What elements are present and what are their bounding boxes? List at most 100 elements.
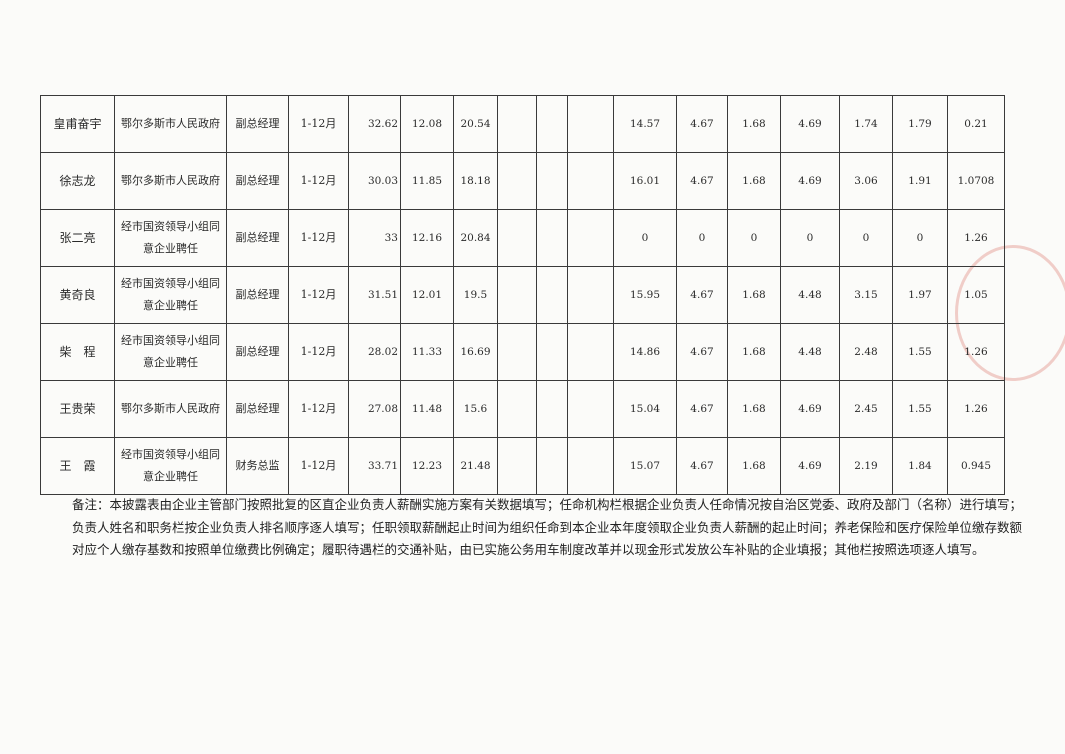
- value-cell: 15.95: [613, 266, 677, 324]
- value-cell: 1.91: [892, 152, 948, 210]
- table-row: 王贵荣 鄂尔多斯市人民政府 副总经理 1-12月 27.08 11.48 15.6 15.04…: [40, 380, 1005, 438]
- period-cell: 1-12月: [288, 323, 349, 381]
- value-cell: 20.54: [453, 95, 498, 153]
- value-cell: 12.23: [400, 437, 454, 495]
- value-cell: 1.26: [947, 209, 1005, 267]
- value-cell: 1.26: [947, 380, 1005, 438]
- value-cell: 28.02: [348, 323, 401, 381]
- value-cell: 2.45: [839, 380, 893, 438]
- value-cell: [567, 266, 614, 324]
- value-cell: 0: [613, 209, 677, 267]
- value-cell: 33.71: [348, 437, 401, 495]
- value-cell: 15.6: [453, 380, 498, 438]
- table-row: 徐志龙 鄂尔多斯市人民政府 副总经理 1-12月 30.03 11.85 18.18 16.0…: [40, 152, 1005, 210]
- value-cell: 1.26: [947, 323, 1005, 381]
- value-cell: 32.62: [348, 95, 401, 153]
- value-cell: 4.67: [676, 152, 728, 210]
- value-cell: 4.67: [676, 266, 728, 324]
- period-cell: 1-12月: [288, 152, 349, 210]
- appointing-body-cell: 鄂尔多斯市人民政府: [114, 152, 227, 210]
- value-cell: 0: [676, 209, 728, 267]
- value-cell: 3.15: [839, 266, 893, 324]
- appointing-body-cell: 经市国资领导小组同意企业聘任: [114, 323, 227, 381]
- value-cell: 0: [839, 209, 893, 267]
- value-cell: [567, 380, 614, 438]
- name-cell: 柴 程: [40, 323, 115, 381]
- value-cell: 14.57: [613, 95, 677, 153]
- name-cell: 徐志龙: [40, 152, 115, 210]
- value-cell: [567, 95, 614, 153]
- value-cell: [536, 152, 568, 210]
- value-cell: 16.01: [613, 152, 677, 210]
- value-cell: 11.33: [400, 323, 454, 381]
- period-cell: 1-12月: [288, 209, 349, 267]
- position-cell: 副总经理: [226, 209, 289, 267]
- value-cell: 16.69: [453, 323, 498, 381]
- value-cell: 0: [780, 209, 840, 267]
- period-cell: 1-12月: [288, 380, 349, 438]
- value-cell: 4.67: [676, 437, 728, 495]
- value-cell: 4.67: [676, 95, 728, 153]
- table-body: 皇甫奋宇 鄂尔多斯市人民政府 副总经理 1-12月 32.62 12.08 20.54 14.…: [40, 95, 1005, 495]
- period-cell: 1-12月: [288, 95, 349, 153]
- value-cell: 31.51: [348, 266, 401, 324]
- value-cell: 12.01: [400, 266, 454, 324]
- value-cell: 1.0708: [947, 152, 1005, 210]
- value-cell: 18.18: [453, 152, 498, 210]
- appointing-body-cell: 鄂尔多斯市人民政府: [114, 380, 227, 438]
- value-cell: 1.79: [892, 95, 948, 153]
- value-cell: 19.5: [453, 266, 498, 324]
- appointing-body-cell: 经市国资领导小组同意企业聘任: [114, 209, 227, 267]
- value-cell: 14.86: [613, 323, 677, 381]
- appointing-body-cell: 经市国资领导小组同意企业聘任: [114, 437, 227, 495]
- value-cell: 1.68: [727, 266, 781, 324]
- value-cell: 1.68: [727, 437, 781, 495]
- value-cell: 11.48: [400, 380, 454, 438]
- name-cell: 张二亮: [40, 209, 115, 267]
- value-cell: [567, 437, 614, 495]
- name-cell: 王 霞: [40, 437, 115, 495]
- value-cell: [497, 437, 537, 495]
- value-cell: 4.69: [780, 380, 840, 438]
- value-cell: 1.68: [727, 323, 781, 381]
- value-cell: 2.48: [839, 323, 893, 381]
- value-cell: 15.04: [613, 380, 677, 438]
- value-cell: [536, 323, 568, 381]
- value-cell: [497, 323, 537, 381]
- period-cell: 1-12月: [288, 437, 349, 495]
- value-cell: 20.84: [453, 209, 498, 267]
- table-row: 黄奇良 经市国资领导小组同意企业聘任 副总经理 1-12月 31.51 12.01 19.5…: [40, 266, 1005, 324]
- value-cell: 1.55: [892, 380, 948, 438]
- value-cell: 30.03: [348, 152, 401, 210]
- value-cell: 4.67: [676, 323, 728, 381]
- value-cell: 4.67: [676, 380, 728, 438]
- table-row: 皇甫奋宇 鄂尔多斯市人民政府 副总经理 1-12月 32.62 12.08 20.54 14.…: [40, 95, 1005, 153]
- value-cell: 1.68: [727, 380, 781, 438]
- appointing-body-cell: 经市国资领导小组同意企业聘任: [114, 266, 227, 324]
- value-cell: [536, 380, 568, 438]
- value-cell: [567, 209, 614, 267]
- value-cell: 0.21: [947, 95, 1005, 153]
- name-cell: 皇甫奋宇: [40, 95, 115, 153]
- value-cell: 4.69: [780, 95, 840, 153]
- value-cell: 21.48: [453, 437, 498, 495]
- position-cell: 副总经理: [226, 152, 289, 210]
- value-cell: 0: [892, 209, 948, 267]
- position-cell: 财务总监: [226, 437, 289, 495]
- value-cell: [567, 323, 614, 381]
- period-cell: 1-12月: [288, 266, 349, 324]
- value-cell: [536, 266, 568, 324]
- position-cell: 副总经理: [226, 323, 289, 381]
- table-row: 张二亮 经市国资领导小组同意企业聘任 副总经理 1-12月 33 12.16 20.84 0 0…: [40, 209, 1005, 267]
- value-cell: [536, 95, 568, 153]
- value-cell: 1.74: [839, 95, 893, 153]
- value-cell: 3.06: [839, 152, 893, 210]
- value-cell: 4.48: [780, 323, 840, 381]
- position-cell: 副总经理: [226, 266, 289, 324]
- value-cell: [536, 437, 568, 495]
- value-cell: [497, 209, 537, 267]
- value-cell: 1.05: [947, 266, 1005, 324]
- value-cell: [497, 380, 537, 438]
- value-cell: 33: [348, 209, 401, 267]
